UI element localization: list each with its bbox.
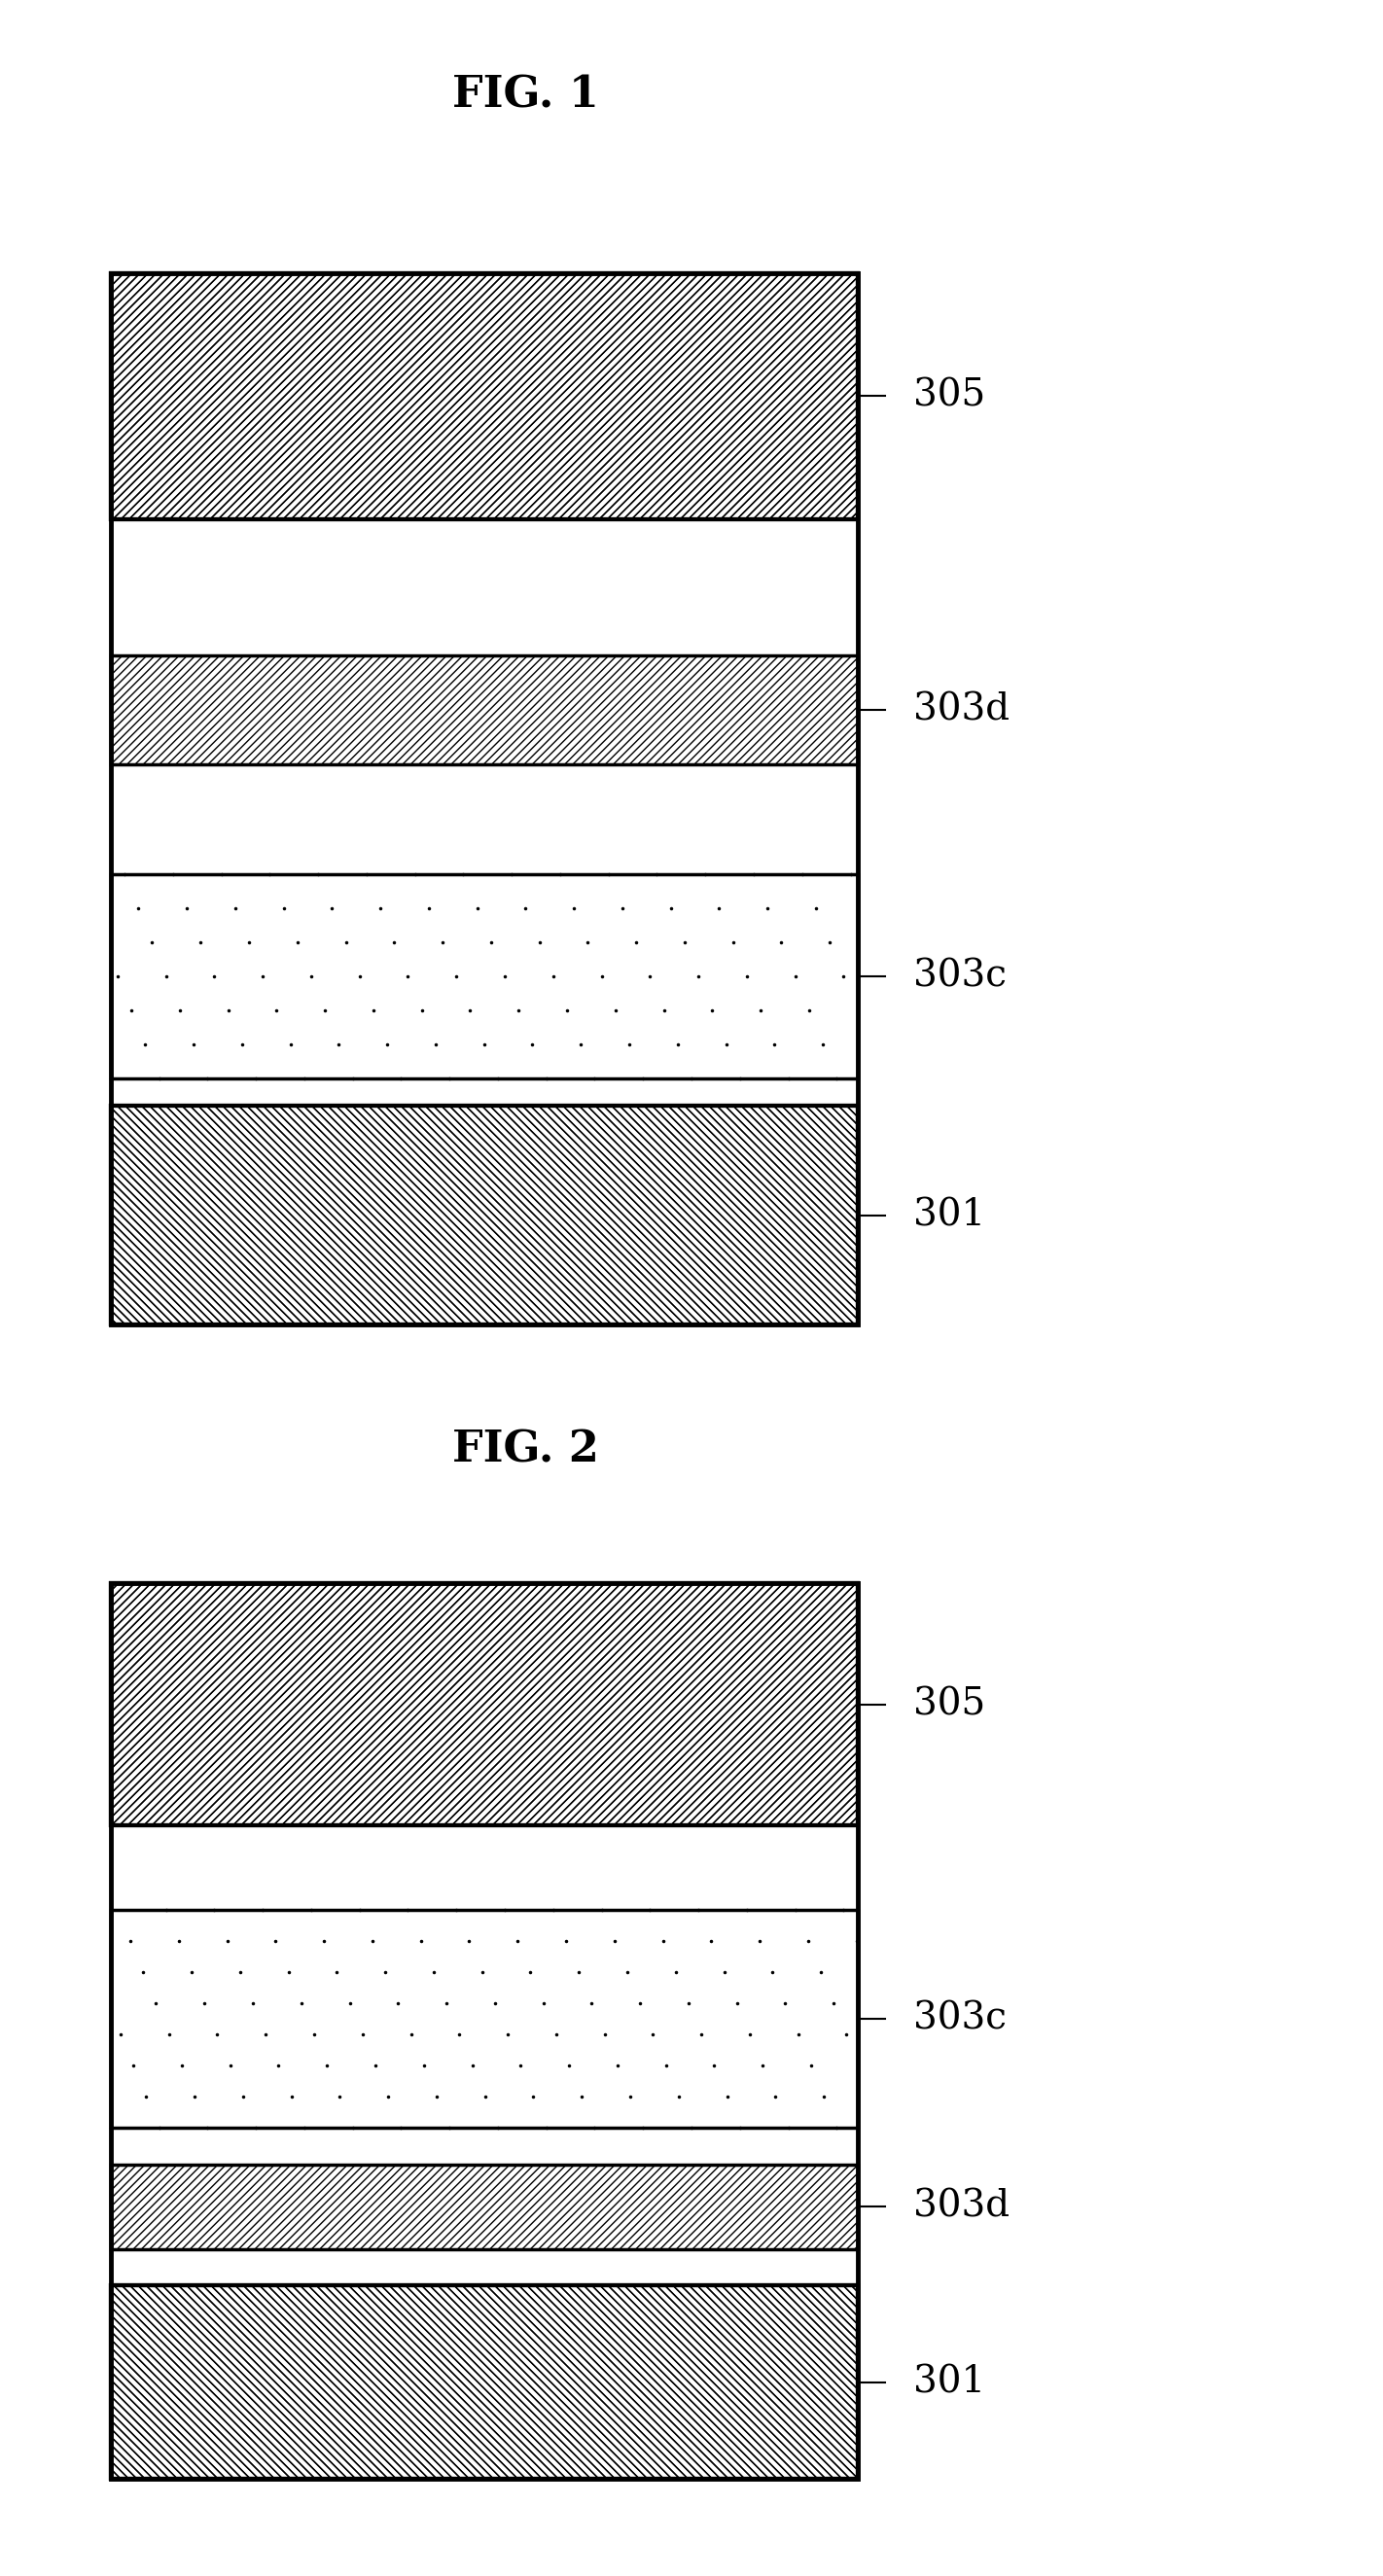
Bar (111, 1105, 857, 1324)
Bar (111, 273, 857, 1324)
Bar (111, 873, 857, 1079)
Text: 301: 301 (913, 2365, 985, 2401)
Text: FIG. 2: FIG. 2 (452, 1430, 599, 1471)
Bar (111, 1911, 857, 2128)
Text: FIG. 1: FIG. 1 (452, 75, 599, 116)
Bar (111, 2164, 857, 2249)
Bar (111, 273, 857, 518)
Text: 303c: 303c (913, 2002, 1007, 2038)
Bar (111, 1584, 857, 1826)
Bar (111, 654, 857, 765)
Bar (111, 1584, 857, 2478)
Text: 305: 305 (913, 379, 985, 415)
Bar (111, 2285, 857, 2478)
Text: 303d: 303d (913, 693, 1010, 729)
Text: 303d: 303d (913, 2190, 1010, 2226)
Bar (111, 2285, 857, 2478)
Text: 305: 305 (913, 1687, 985, 1723)
Text: 301: 301 (913, 1198, 985, 1234)
Text: 303c: 303c (913, 958, 1007, 994)
Bar (111, 273, 857, 518)
Bar (111, 1584, 857, 1826)
Bar (111, 1105, 857, 1324)
